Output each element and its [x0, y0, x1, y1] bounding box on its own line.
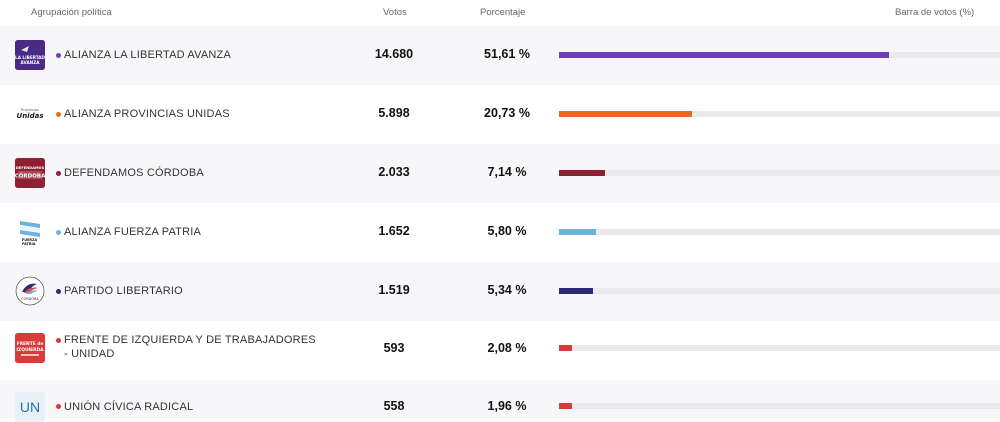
- table-header: Agrupación política Votos Porcentaje Bar…: [0, 0, 1000, 24]
- table-row[interactable]: CÓRDOBA PARTIDO LIBERTARIO 1.519 5,34 %: [0, 262, 1000, 321]
- votes-value: 1.652: [378, 224, 410, 238]
- fuerza-patria-logo: FUERZA PATRIA: [15, 217, 45, 247]
- vote-bar-fill: [559, 229, 597, 235]
- vote-bar-track: [559, 229, 1000, 235]
- votes-value: 1.519: [378, 283, 410, 297]
- vote-bar-fill: [559, 170, 605, 176]
- party-name: PARTIDO LIBERTARIO: [64, 285, 183, 297]
- svg-text:DEFENDAMOS: DEFENDAMOS: [16, 166, 45, 170]
- vote-bar-fill: [559, 403, 572, 409]
- vote-bar-track: [559, 170, 1000, 176]
- svg-text:Unidas: Unidas: [17, 112, 44, 120]
- party-name: DEFENDAMOS CÓRDOBA: [64, 167, 204, 179]
- party-name: UNIÓN CÍVICA RADICAL: [64, 401, 194, 413]
- svg-text:LA LIBERTAD: LA LIBERTAD: [15, 55, 45, 60]
- header-party: Agrupación política: [31, 7, 112, 18]
- party-color-dot: [56, 289, 61, 294]
- frente-izquierda-logo: FRENTE de IZQUIERDA: [15, 333, 45, 363]
- table-row[interactable]: LA LIBERTAD AVANZA ALIANZA LA LIBERTAD A…: [0, 26, 1000, 85]
- svg-text:IZQUIERDA: IZQUIERDA: [16, 347, 44, 353]
- party-name: ALIANZA LA LIBERTAD AVANZA: [64, 49, 232, 61]
- percent-value: 5,80 %: [487, 224, 527, 238]
- vote-bar-track: [559, 111, 1000, 117]
- party-color-dot: [56, 230, 61, 235]
- libertad-avanza-logo: LA LIBERTAD AVANZA: [15, 40, 45, 70]
- party-name: FRENTE DE IZQUIERDA Y DE TRABAJADORES - …: [64, 334, 316, 360]
- partido-libertario-logo: CÓRDOBA: [15, 276, 45, 306]
- votes-value: 14.680: [374, 47, 414, 61]
- defendamos-cordoba-logo: DEFENDAMOS CÓRDOBA: [15, 158, 45, 188]
- vote-bar-fill: [559, 52, 890, 58]
- vote-bar-fill: [559, 345, 573, 351]
- svg-text:FUERZA: FUERZA: [22, 238, 37, 242]
- vote-bar-track: [559, 52, 1000, 58]
- vote-bar-fill: [559, 111, 692, 117]
- svg-text:PATRIA: PATRIA: [22, 242, 36, 246]
- votes-value: 2.033: [378, 165, 410, 179]
- percent-value: 1,96 %: [487, 399, 527, 413]
- table-row[interactable]: FRENTE de IZQUIERDA FRENTE DE IZQUIERDA …: [0, 321, 1000, 380]
- header-percent: Porcentaje: [480, 7, 526, 18]
- party-name: ALIANZA FUERZA PATRIA: [64, 226, 202, 238]
- svg-text:CÓRDOBA: CÓRDOBA: [15, 173, 45, 180]
- votes-value: 5.898: [378, 106, 410, 120]
- party-color-dot: [56, 404, 61, 409]
- party-color-dot: [56, 171, 61, 176]
- vote-bar-track: [559, 403, 1000, 409]
- party-color-dot: [56, 338, 61, 343]
- percent-value: 20,73 %: [484, 106, 530, 120]
- svg-text:AVANZA: AVANZA: [21, 60, 41, 65]
- percent-value: 7,14 %: [487, 165, 527, 179]
- table-row[interactable]: Provincias Unidas ALIANZA PROVINCIAS UNI…: [0, 85, 1000, 144]
- party-color-dot: [56, 53, 61, 58]
- table-row[interactable]: DEFENDAMOS CÓRDOBA DEFENDAMOS CÓRDOBA 2.…: [0, 144, 1000, 203]
- ucr-logo: UN: [15, 392, 45, 422]
- svg-text:Provincias: Provincias: [21, 108, 39, 112]
- percent-value: 2,08 %: [487, 341, 527, 355]
- vote-bar-track: [559, 345, 1000, 351]
- header-votes: Votos: [383, 7, 407, 18]
- provincias-unidas-logo: Provincias Unidas: [15, 99, 45, 129]
- table-row[interactable]: FUERZA PATRIA ALIANZA FUERZA PATRIA 1.65…: [0, 203, 1000, 262]
- votes-value: 558: [383, 399, 405, 413]
- percent-value: 51,61 %: [484, 47, 530, 61]
- header-bar: Barra de votos (%): [895, 7, 975, 18]
- table-row[interactable]: UN UNIÓN CÍVICA RADICAL 558 1,96 %: [0, 380, 1000, 422]
- party-color-dot: [56, 112, 61, 117]
- svg-text:FRENTE de: FRENTE de: [17, 341, 44, 347]
- percent-value: 5,34 %: [487, 283, 527, 297]
- svg-text:CÓRDOBA: CÓRDOBA: [21, 296, 39, 301]
- party-name: ALIANZA PROVINCIAS UNIDAS: [64, 108, 230, 120]
- votes-value: 593: [383, 341, 405, 355]
- vote-bar-track: [559, 288, 1000, 294]
- vote-bar-fill: [559, 288, 594, 294]
